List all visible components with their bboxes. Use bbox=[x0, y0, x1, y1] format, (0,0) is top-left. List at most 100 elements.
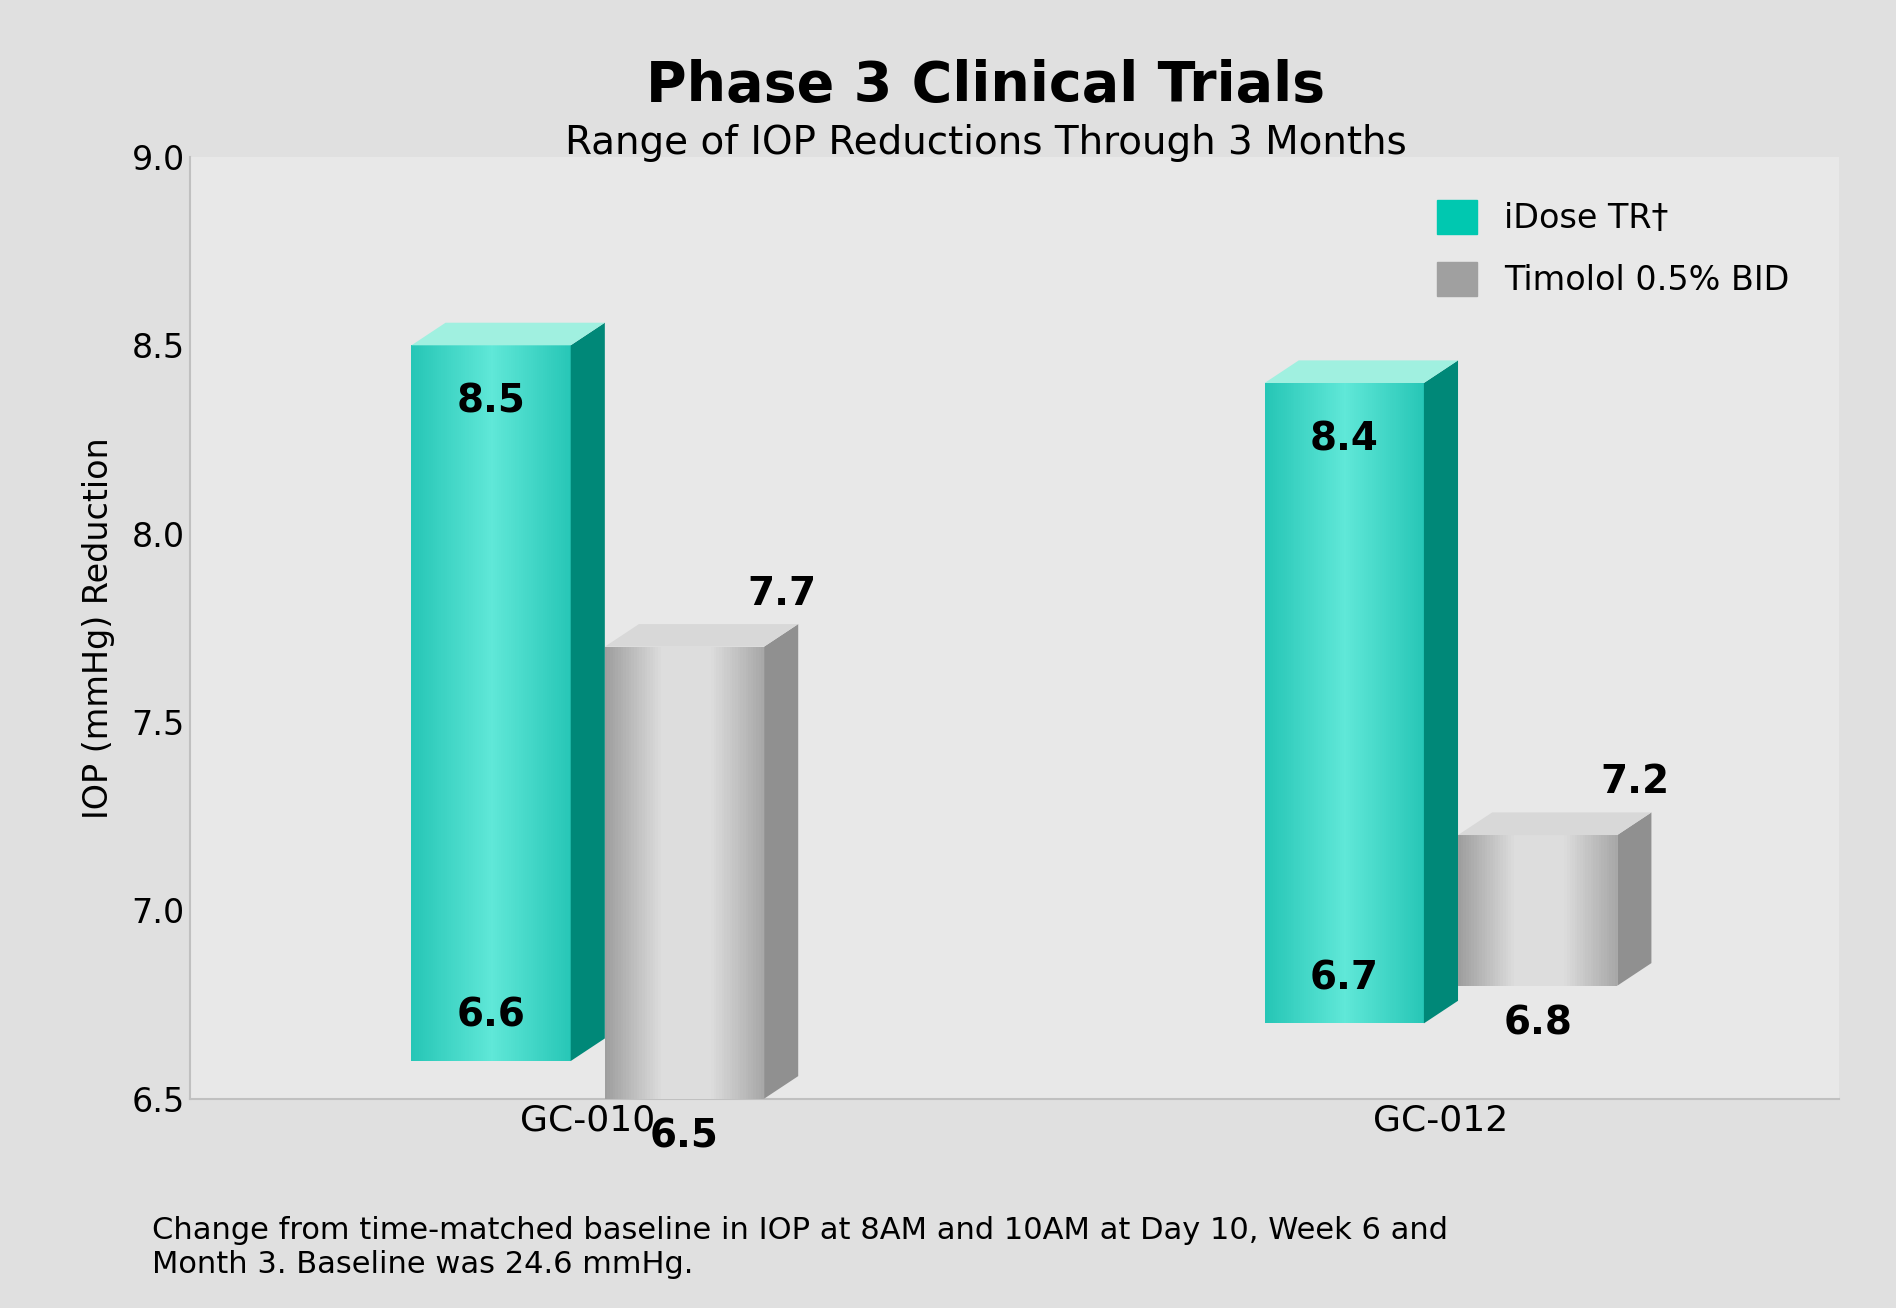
Bar bbox=[1553, 835, 1557, 986]
Bar bbox=[696, 646, 698, 1099]
Bar bbox=[1485, 835, 1486, 986]
Bar bbox=[1397, 383, 1399, 1023]
Bar bbox=[1367, 383, 1369, 1023]
Bar bbox=[466, 345, 468, 1061]
Bar bbox=[650, 646, 652, 1099]
Bar bbox=[1460, 835, 1464, 986]
Bar bbox=[1301, 383, 1303, 1023]
Bar bbox=[461, 345, 463, 1061]
Bar bbox=[1570, 835, 1572, 986]
Bar bbox=[1299, 383, 1301, 1023]
Bar bbox=[1310, 383, 1312, 1023]
Bar bbox=[607, 646, 611, 1099]
Bar bbox=[612, 646, 616, 1099]
Bar bbox=[1304, 383, 1306, 1023]
Y-axis label: IOP (mmHg) Reduction: IOP (mmHg) Reduction bbox=[82, 437, 116, 819]
Bar bbox=[757, 646, 758, 1099]
Bar bbox=[421, 345, 423, 1061]
Bar bbox=[489, 345, 491, 1061]
Text: 6.5: 6.5 bbox=[650, 1117, 719, 1155]
Bar bbox=[483, 345, 485, 1061]
Bar bbox=[692, 646, 696, 1099]
Bar bbox=[1490, 835, 1492, 986]
Bar bbox=[540, 345, 542, 1061]
Bar bbox=[478, 345, 480, 1061]
Bar bbox=[1335, 383, 1337, 1023]
Bar bbox=[645, 646, 647, 1099]
Bar bbox=[1509, 835, 1511, 986]
Text: 7.7: 7.7 bbox=[747, 574, 815, 612]
Bar bbox=[1356, 383, 1358, 1023]
Bar bbox=[700, 646, 703, 1099]
Bar bbox=[1479, 835, 1483, 986]
Bar bbox=[1606, 835, 1610, 986]
Bar bbox=[1492, 835, 1496, 986]
Text: Phase 3 Clinical Trials: Phase 3 Clinical Trials bbox=[647, 59, 1325, 112]
Bar bbox=[683, 646, 684, 1099]
Bar bbox=[447, 345, 449, 1061]
Bar bbox=[495, 345, 497, 1061]
Bar bbox=[1318, 383, 1320, 1023]
Bar bbox=[751, 646, 753, 1099]
Bar bbox=[1500, 835, 1504, 986]
Bar bbox=[743, 646, 745, 1099]
Bar bbox=[510, 345, 514, 1061]
Bar bbox=[525, 345, 527, 1061]
Bar bbox=[1414, 383, 1416, 1023]
Bar bbox=[1422, 383, 1424, 1023]
Bar bbox=[1513, 835, 1517, 986]
Bar bbox=[1517, 835, 1519, 986]
Bar bbox=[497, 345, 499, 1061]
Bar bbox=[669, 646, 671, 1099]
Bar bbox=[665, 646, 669, 1099]
Bar bbox=[690, 646, 692, 1099]
Bar bbox=[1386, 383, 1388, 1023]
Bar bbox=[1466, 835, 1469, 986]
Bar bbox=[1331, 383, 1333, 1023]
Bar bbox=[1323, 383, 1327, 1023]
Bar bbox=[474, 345, 476, 1061]
Bar bbox=[709, 646, 711, 1099]
Bar bbox=[542, 345, 544, 1061]
Bar bbox=[620, 646, 624, 1099]
Bar bbox=[1395, 383, 1397, 1023]
Bar bbox=[423, 345, 425, 1061]
Bar bbox=[1314, 383, 1316, 1023]
Polygon shape bbox=[1458, 812, 1651, 835]
Text: 8.4: 8.4 bbox=[1310, 420, 1378, 459]
Bar bbox=[1530, 835, 1532, 986]
Bar bbox=[1612, 835, 1615, 986]
Bar bbox=[1458, 835, 1460, 986]
Bar bbox=[1583, 835, 1585, 986]
Legend: iDose TR†, Timolol 0.5% BID: iDose TR†, Timolol 0.5% BID bbox=[1420, 183, 1807, 314]
Bar bbox=[703, 646, 705, 1099]
Bar bbox=[758, 646, 762, 1099]
Bar bbox=[1543, 835, 1545, 986]
Bar bbox=[739, 646, 743, 1099]
Bar bbox=[1471, 835, 1473, 986]
Bar bbox=[527, 345, 529, 1061]
Bar bbox=[502, 345, 504, 1061]
Bar bbox=[1524, 835, 1526, 986]
Bar bbox=[449, 345, 451, 1061]
Bar bbox=[1551, 835, 1553, 986]
Bar bbox=[679, 646, 683, 1099]
Bar bbox=[514, 345, 516, 1061]
Bar bbox=[1297, 383, 1299, 1023]
Bar bbox=[1320, 383, 1322, 1023]
Bar bbox=[531, 345, 533, 1061]
Bar bbox=[633, 646, 637, 1099]
Bar bbox=[491, 345, 493, 1061]
Bar bbox=[1564, 835, 1566, 986]
Bar bbox=[533, 345, 535, 1061]
Bar bbox=[1413, 383, 1414, 1023]
Bar bbox=[518, 345, 520, 1061]
Bar bbox=[1267, 383, 1268, 1023]
Bar bbox=[1562, 835, 1564, 986]
Bar bbox=[1274, 383, 1276, 1023]
Bar bbox=[1327, 383, 1329, 1023]
Bar bbox=[434, 345, 436, 1061]
Bar bbox=[705, 646, 709, 1099]
Bar bbox=[1388, 383, 1390, 1023]
Bar bbox=[465, 345, 466, 1061]
